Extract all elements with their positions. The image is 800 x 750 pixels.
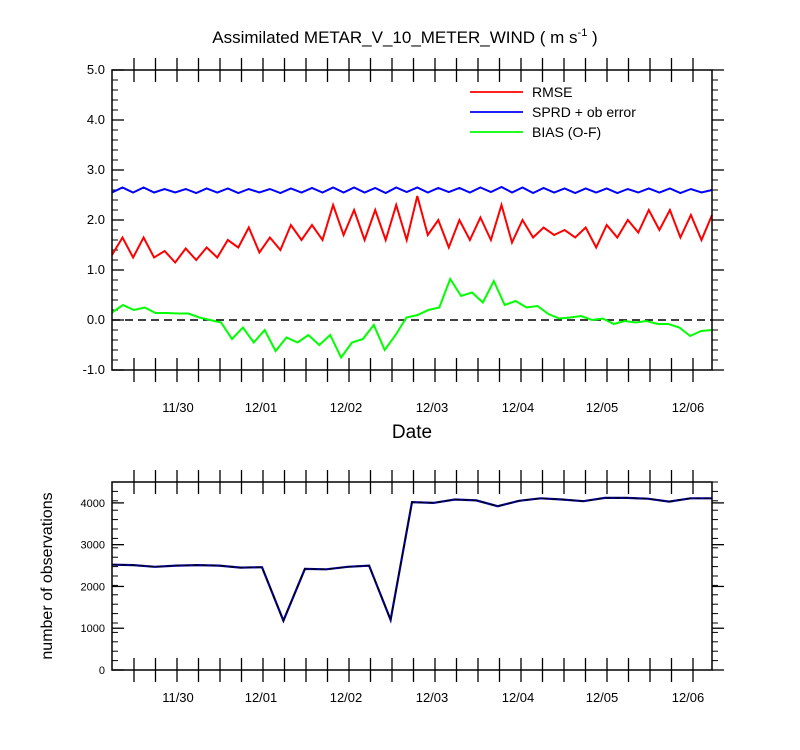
bot-series-line-1 xyxy=(111,496,712,624)
legend-label-2: SPRD + ob error xyxy=(532,104,636,120)
top-x-tick-labels: 11/30 12/01 12/02 12/03 12/04 12/05 12/06 xyxy=(162,400,704,415)
top-series-line-2 xyxy=(111,185,713,195)
top-x-tick-label: 12/02 xyxy=(330,400,363,415)
bot-y-tick-label: 1000 xyxy=(81,623,105,635)
legend: RMSE SPRD + ob error BIAS (O-F) xyxy=(470,84,636,140)
top-y-tick-label: 1.0 xyxy=(87,262,105,277)
bot-x-tick-label: 12/06 xyxy=(672,690,705,705)
top-y-tick-label: 5.0 xyxy=(87,62,105,77)
top-y-tick-label: 4.0 xyxy=(87,112,105,127)
legend-label-3: BIAS (O-F) xyxy=(532,124,601,140)
top-x-tick-label: 12/05 xyxy=(586,400,619,415)
bottom-y-axis-label: number of observations xyxy=(39,492,56,659)
top-x-tick-label: 12/06 xyxy=(672,400,705,415)
bot-x-tick-label: 12/01 xyxy=(245,690,278,705)
top-x-axis-label: Date xyxy=(392,422,432,443)
bot-x-tick-label: 12/02 xyxy=(330,690,363,705)
bot-y-tick-label: 4000 xyxy=(81,498,105,510)
top-series-line-3 xyxy=(111,276,713,360)
bottom-series-lines xyxy=(111,496,712,624)
bot-x-tick-label: 12/05 xyxy=(586,690,619,705)
bot-y-tick-label: 3000 xyxy=(81,540,105,552)
top-panel: Assimilated METAR_V_10_METER_WIND ( m s-… xyxy=(83,27,724,443)
top-y-tick-label: -1.0 xyxy=(83,362,105,377)
bottom-y-tick-labels: 0 1000 2000 3000 4000 xyxy=(81,498,105,677)
top-x-tick-label: 12/04 xyxy=(502,400,535,415)
bot-x-tick-label: 11/30 xyxy=(162,690,194,705)
bottom-panel: 0 1000 2000 3000 4000 11/30 12/01 12/02 12/03 12… xyxy=(39,470,724,705)
top-chart-title: Assimilated METAR_V_10_METER_WIND ( m s-… xyxy=(212,27,597,47)
top-x-tick-label: 11/30 xyxy=(162,400,194,415)
bot-y-tick-label: 0 xyxy=(99,665,105,677)
legend-label-1: RMSE xyxy=(532,84,572,100)
bottom-plot-frame xyxy=(111,481,713,671)
top-series-lines xyxy=(111,185,713,360)
bot-y-tick-label: 2000 xyxy=(81,581,105,593)
top-y-tick-label: 0.0 xyxy=(87,312,105,327)
bot-series-line-2 xyxy=(111,497,712,623)
top-y-tick-label: 3.0 xyxy=(87,162,105,177)
top-series-line-1 xyxy=(111,195,713,265)
top-x-tick-label: 12/01 xyxy=(245,400,278,415)
top-x-tick-label: 12/03 xyxy=(416,400,449,415)
bottom-x-tick-labels: 11/30 12/01 12/02 12/03 12/04 12/05 12/06 xyxy=(162,690,704,705)
top-plot-frame xyxy=(111,69,713,371)
top-y-tick-labels: -1.0 0.0 1.0 2.0 3.0 4.0 5.0 xyxy=(83,62,105,377)
bot-x-tick-label: 12/04 xyxy=(502,690,535,705)
bot-x-tick-label: 12/03 xyxy=(416,690,449,705)
top-y-tick-label: 2.0 xyxy=(87,212,105,227)
